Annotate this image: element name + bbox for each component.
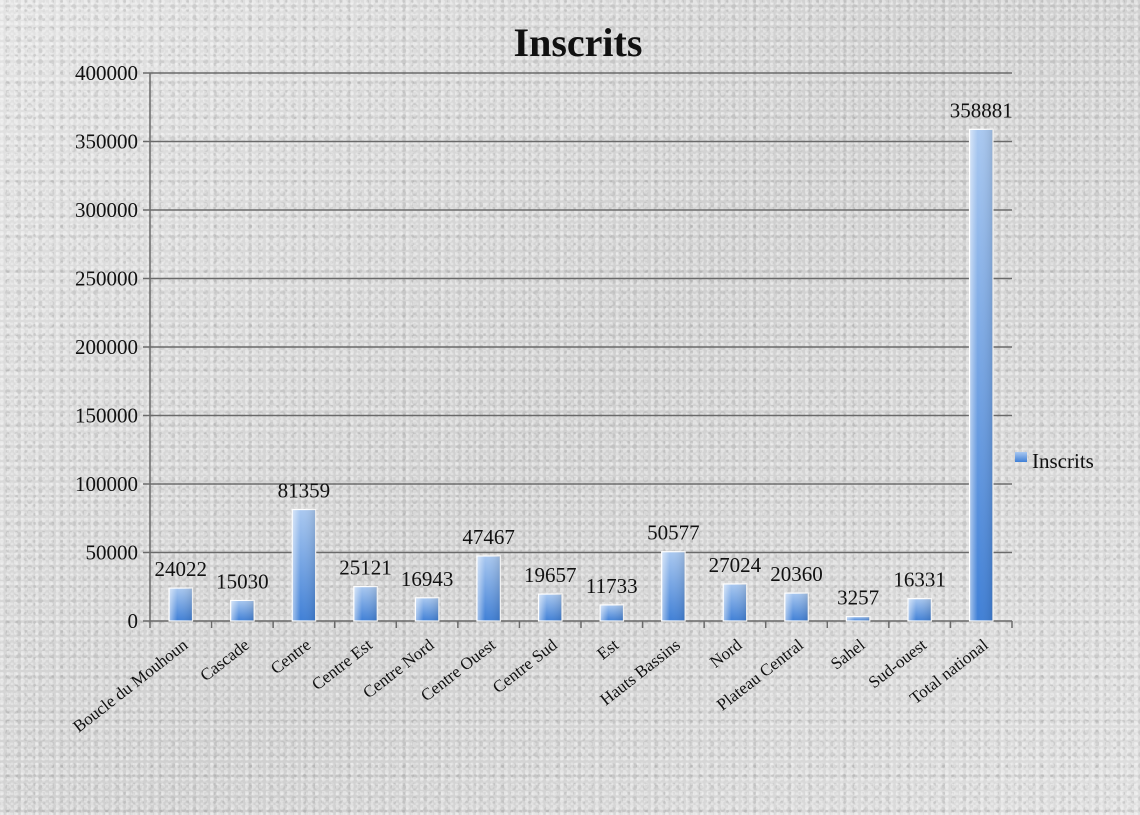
bar-shading	[415, 597, 439, 621]
y-tick-label: 150000	[75, 404, 138, 428]
bar-shading	[169, 588, 193, 621]
bar-shading	[661, 551, 686, 621]
category-label: Centre Sud	[489, 635, 561, 697]
data-label: 81359	[278, 479, 331, 503]
y-tick-label: 300000	[75, 198, 138, 222]
y-tick-label: 200000	[75, 335, 138, 359]
bar-shading	[476, 555, 501, 621]
legend: Inscrits	[1015, 449, 1094, 473]
bar-shading	[353, 586, 378, 621]
y-tick-label: 350000	[75, 130, 138, 154]
legend-label: Inscrits	[1032, 449, 1094, 473]
y-tick-label: 100000	[75, 472, 138, 496]
y-tick-label: 400000	[75, 61, 138, 85]
bar-shading	[723, 583, 747, 621]
bar-shading	[230, 600, 255, 621]
data-label: 27024	[709, 553, 762, 577]
data-label: 358881	[950, 98, 1013, 122]
category-label: Est	[593, 635, 622, 664]
data-labels: 24022 15030 81359 25121 16943 47467 19657 11733…	[155, 98, 1013, 609]
data-label: 47467	[462, 525, 515, 549]
bars	[168, 128, 994, 622]
y-tick-label: 50000	[86, 541, 139, 565]
category-label: Boucle du Mouhoun	[69, 635, 191, 736]
data-label: 19657	[524, 563, 577, 587]
y-tick-label: 0	[128, 609, 139, 633]
gridlines	[150, 72, 1012, 554]
data-label: 50577	[647, 521, 700, 545]
category-label: Centre	[267, 635, 314, 678]
bar-shading	[538, 594, 562, 621]
y-tick-label: 250000	[75, 267, 138, 291]
data-label: 25121	[339, 556, 392, 580]
bar-shading	[907, 598, 932, 621]
category-label: Sahel	[827, 635, 869, 673]
data-label: 24022	[155, 557, 208, 581]
category-label: Cascade	[196, 635, 252, 685]
data-label: 16943	[401, 567, 454, 591]
category-label: Nord	[706, 635, 746, 672]
chart-title: Inscrits	[514, 20, 643, 65]
data-label: 11733	[586, 574, 638, 598]
axes: 0 50000 100000 150000 200000 250000 300000 3500…	[75, 61, 1013, 633]
data-label: 20360	[770, 562, 823, 586]
bar-shading	[292, 509, 316, 621]
bar-shading	[784, 593, 809, 621]
data-label: 15030	[216, 569, 269, 593]
data-label: 16331	[893, 568, 946, 592]
legend-swatch	[1015, 452, 1027, 462]
bar-shading	[600, 604, 624, 621]
data-label: 3257	[837, 586, 879, 610]
bar-shading	[969, 129, 993, 622]
bar-shading	[846, 616, 870, 621]
